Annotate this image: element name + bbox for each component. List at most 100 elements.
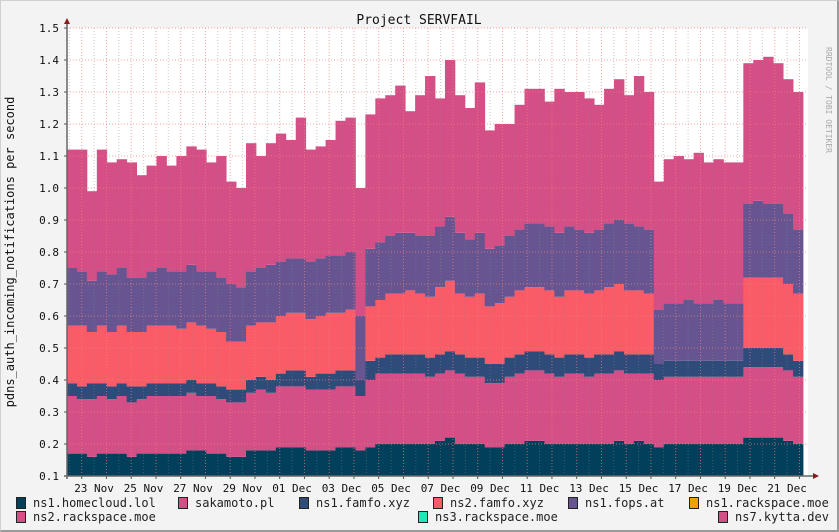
bar-sakamoto-pl xyxy=(76,399,88,454)
bar-ns1-homecloud-lol xyxy=(196,450,207,476)
bar-ns2-rackspace-moe xyxy=(435,98,446,227)
bar-ns1-famfo-xyz xyxy=(594,354,605,374)
bar-ns1-fops-at xyxy=(255,268,267,323)
bar-sakamoto-pl xyxy=(594,373,605,444)
bar-ns2-rackspace-moe xyxy=(375,98,386,243)
bar-ns1-fops-at xyxy=(653,309,665,364)
bar-sakamoto-pl xyxy=(584,376,595,444)
bar-ns1-fops-at xyxy=(136,277,147,332)
bar-ns1-homecloud-lol xyxy=(67,453,78,476)
bar-ns2-famfo-xyz xyxy=(216,332,227,387)
bar-ns2-famfo-xyz xyxy=(315,316,326,374)
legend-swatch xyxy=(433,497,443,509)
bar-ns1-fops-at xyxy=(514,229,525,291)
y-tick-label: 1.0 xyxy=(39,182,59,195)
bar-ns2-rackspace-moe xyxy=(494,124,506,246)
bar-ns1-fops-at xyxy=(454,232,466,294)
bar-ns1-famfo-xyz xyxy=(454,354,466,374)
bar-ns1-homecloud-lol xyxy=(564,444,575,476)
bar-ns1-famfo-xyz xyxy=(385,354,396,374)
bar-sakamoto-pl xyxy=(255,389,267,451)
bar-ns2-rackspace-moe xyxy=(76,149,88,272)
y-tick-label: 1.2 xyxy=(39,118,59,131)
x-tick-label: 11 Dec xyxy=(520,482,560,495)
legend-item-sakamoto-pl: sakamoto.pl xyxy=(178,496,274,510)
bar-sakamoto-pl xyxy=(564,373,575,444)
bar-sakamoto-pl xyxy=(226,402,237,457)
legend-item-ns1-famfo-xyz: ns1.famfo.xyz xyxy=(299,496,410,510)
bar-ns1-famfo-xyz xyxy=(365,360,376,380)
bar-sakamoto-pl xyxy=(514,373,525,444)
bar-ns1-fops-at xyxy=(663,303,675,361)
bar-sakamoto-pl xyxy=(216,399,227,454)
bar-sakamoto-pl xyxy=(653,380,665,448)
bar-ns2-rackspace-moe xyxy=(206,162,217,272)
bar-ns2-rackspace-moe xyxy=(315,146,326,259)
legend-swatch xyxy=(568,497,578,509)
bar-sakamoto-pl xyxy=(146,396,157,454)
bar-ns1-famfo-xyz xyxy=(395,354,406,374)
legend-item-ns3-rackspace-moe: ns3.rackspace.moe xyxy=(418,510,558,524)
bar-sakamoto-pl xyxy=(86,399,98,457)
bar-ns1-homecloud-lol xyxy=(76,453,88,476)
x-tick-label: 25 Nov xyxy=(124,482,164,495)
bar-ns2-rackspace-moe xyxy=(623,95,635,224)
bar-ns1-fops-at xyxy=(534,223,545,288)
bar-ns1-homecloud-lol xyxy=(504,444,515,476)
bar-sakamoto-pl xyxy=(385,373,396,444)
bar-ns2-famfo-xyz xyxy=(226,341,237,390)
y-tick-label: 0.8 xyxy=(39,246,59,259)
bar-ns1-homecloud-lol xyxy=(355,450,366,476)
bar-ns2-famfo-xyz xyxy=(633,290,645,355)
bar-ns2-famfo-xyz xyxy=(753,277,764,348)
bar-ns1-homecloud-lol xyxy=(375,444,386,476)
bar-ns2-famfo-xyz xyxy=(444,280,456,352)
bar-ns1-homecloud-lol xyxy=(723,444,734,476)
x-tick-label: 07 Dec xyxy=(421,482,461,495)
bar-ns1-famfo-xyz xyxy=(146,383,157,396)
bar-ns1-fops-at xyxy=(773,204,784,278)
bar-ns1-famfo-xyz xyxy=(504,357,515,377)
bar-ns2-famfo-xyz xyxy=(395,293,406,355)
bar-ns1-homecloud-lol xyxy=(255,450,267,476)
bar-ns2-famfo-xyz xyxy=(285,312,297,371)
bar-ns2-famfo-xyz xyxy=(116,325,128,384)
bar-sakamoto-pl xyxy=(763,367,774,438)
bar-ns2-famfo-xyz xyxy=(435,287,446,355)
bar-ns2-rackspace-moe xyxy=(395,85,406,233)
bar-ns1-famfo-xyz xyxy=(753,348,764,368)
bar-ns1-famfo-xyz xyxy=(783,354,794,371)
x-tick-label: 03 Dec xyxy=(322,482,362,495)
bar-ns1-fops-at xyxy=(186,264,197,323)
bar-ns1-homecloud-lol xyxy=(743,437,754,476)
bar-ns2-rackspace-moe xyxy=(186,146,197,265)
bar-ns1-homecloud-lol xyxy=(683,444,694,476)
bar-ns2-famfo-xyz xyxy=(544,290,555,355)
bar-ns2-rackspace-moe xyxy=(673,156,685,304)
bar-ns1-homecloud-lol xyxy=(285,447,297,476)
bar-ns2-rackspace-moe xyxy=(444,60,456,217)
bar-ns2-famfo-xyz xyxy=(385,293,396,355)
bar-ns2-rackspace-moe xyxy=(345,117,356,252)
bar-ns2-rackspace-moe xyxy=(106,162,118,275)
bar-sakamoto-pl xyxy=(365,380,376,448)
bar-ns2-famfo-xyz xyxy=(146,325,157,384)
legend-swatch xyxy=(16,497,26,509)
bar-ns1-famfo-xyz xyxy=(415,354,426,374)
bar-ns1-fops-at xyxy=(435,226,446,288)
bar-sakamoto-pl xyxy=(166,396,177,454)
bar-ns1-fops-at xyxy=(415,236,426,294)
bar-ns1-famfo-xyz xyxy=(255,376,267,390)
bar-ns1-famfo-xyz xyxy=(604,354,615,374)
bar-ns1-famfo-xyz xyxy=(623,354,635,374)
bar-sakamoto-pl xyxy=(454,373,466,444)
bar-ns1-homecloud-lol xyxy=(604,444,615,476)
bar-ns2-famfo-xyz xyxy=(594,290,605,355)
bar-ns1-fops-at xyxy=(375,242,386,300)
bar-sakamoto-pl xyxy=(673,376,685,444)
bar-ns2-rackspace-moe xyxy=(703,162,714,304)
bar-ns1-famfo-xyz xyxy=(435,354,446,374)
bar-ns1-homecloud-lol xyxy=(623,444,635,476)
bar-ns2-famfo-xyz xyxy=(186,322,197,380)
bar-ns1-famfo-xyz xyxy=(534,351,545,371)
